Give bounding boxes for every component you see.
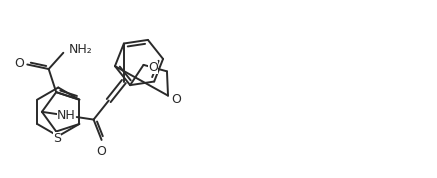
Text: O: O xyxy=(171,93,181,106)
Text: S: S xyxy=(53,132,61,145)
Text: O: O xyxy=(148,61,158,74)
Text: O: O xyxy=(14,57,24,70)
Text: O: O xyxy=(97,145,107,158)
Text: NH₂: NH₂ xyxy=(68,43,92,56)
Text: NH: NH xyxy=(56,109,75,122)
